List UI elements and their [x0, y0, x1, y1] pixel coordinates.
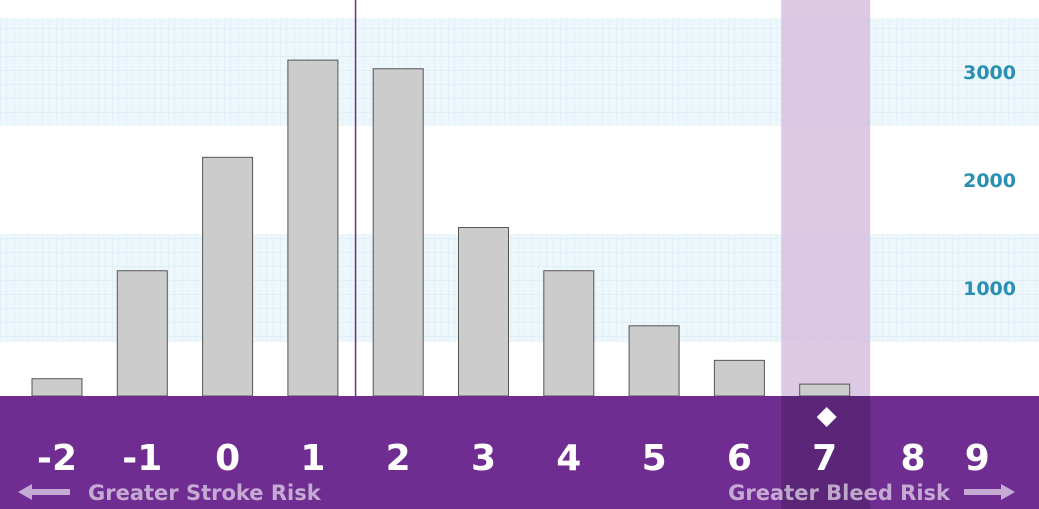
y-tick-label: 2000 — [963, 170, 1016, 192]
x-tick-label: 2 — [386, 438, 411, 479]
bars — [31, 59, 851, 397]
x-tick-label: 1 — [300, 438, 325, 479]
bar — [458, 227, 509, 397]
bar — [202, 156, 254, 397]
bar — [713, 359, 765, 397]
x-tick-label: 6 — [727, 438, 752, 479]
x-tick-label: 8 — [900, 438, 925, 479]
bar — [116, 270, 168, 397]
x-tick-label: 9 — [965, 438, 990, 479]
arrow-left-icon — [18, 484, 70, 500]
diamond-icon — [816, 407, 837, 427]
x-tick-label: 7 — [812, 438, 837, 479]
x-tick-label: 5 — [642, 438, 667, 479]
x-tick-label: 0 — [215, 438, 240, 479]
bar — [31, 378, 83, 397]
x-tick-label: 3 — [471, 438, 496, 479]
bar — [372, 68, 424, 397]
highlight-column — [781, 0, 871, 396]
bleed-risk-label: Greater Bleed Risk — [728, 481, 951, 505]
y-axis-ticks: 1000 2000 3000 — [963, 62, 1016, 300]
x-tick-label: 4 — [556, 438, 581, 479]
x-tick-label: -2 — [37, 438, 77, 479]
bar — [799, 383, 851, 397]
y-tick-label: 1000 — [963, 278, 1016, 300]
bar — [543, 270, 595, 397]
x-tick-label: -1 — [122, 438, 162, 479]
grid-band — [0, 18, 1039, 126]
x-axis-ticks: -2 -1 0 1 2 3 4 5 6 7 8 9 — [37, 438, 990, 479]
bar — [287, 59, 339, 397]
arrow-right-icon — [964, 484, 1015, 500]
stroke-risk-label: Greater Stroke Risk — [88, 481, 322, 505]
bar — [628, 325, 680, 397]
y-tick-label: 3000 — [963, 62, 1016, 84]
